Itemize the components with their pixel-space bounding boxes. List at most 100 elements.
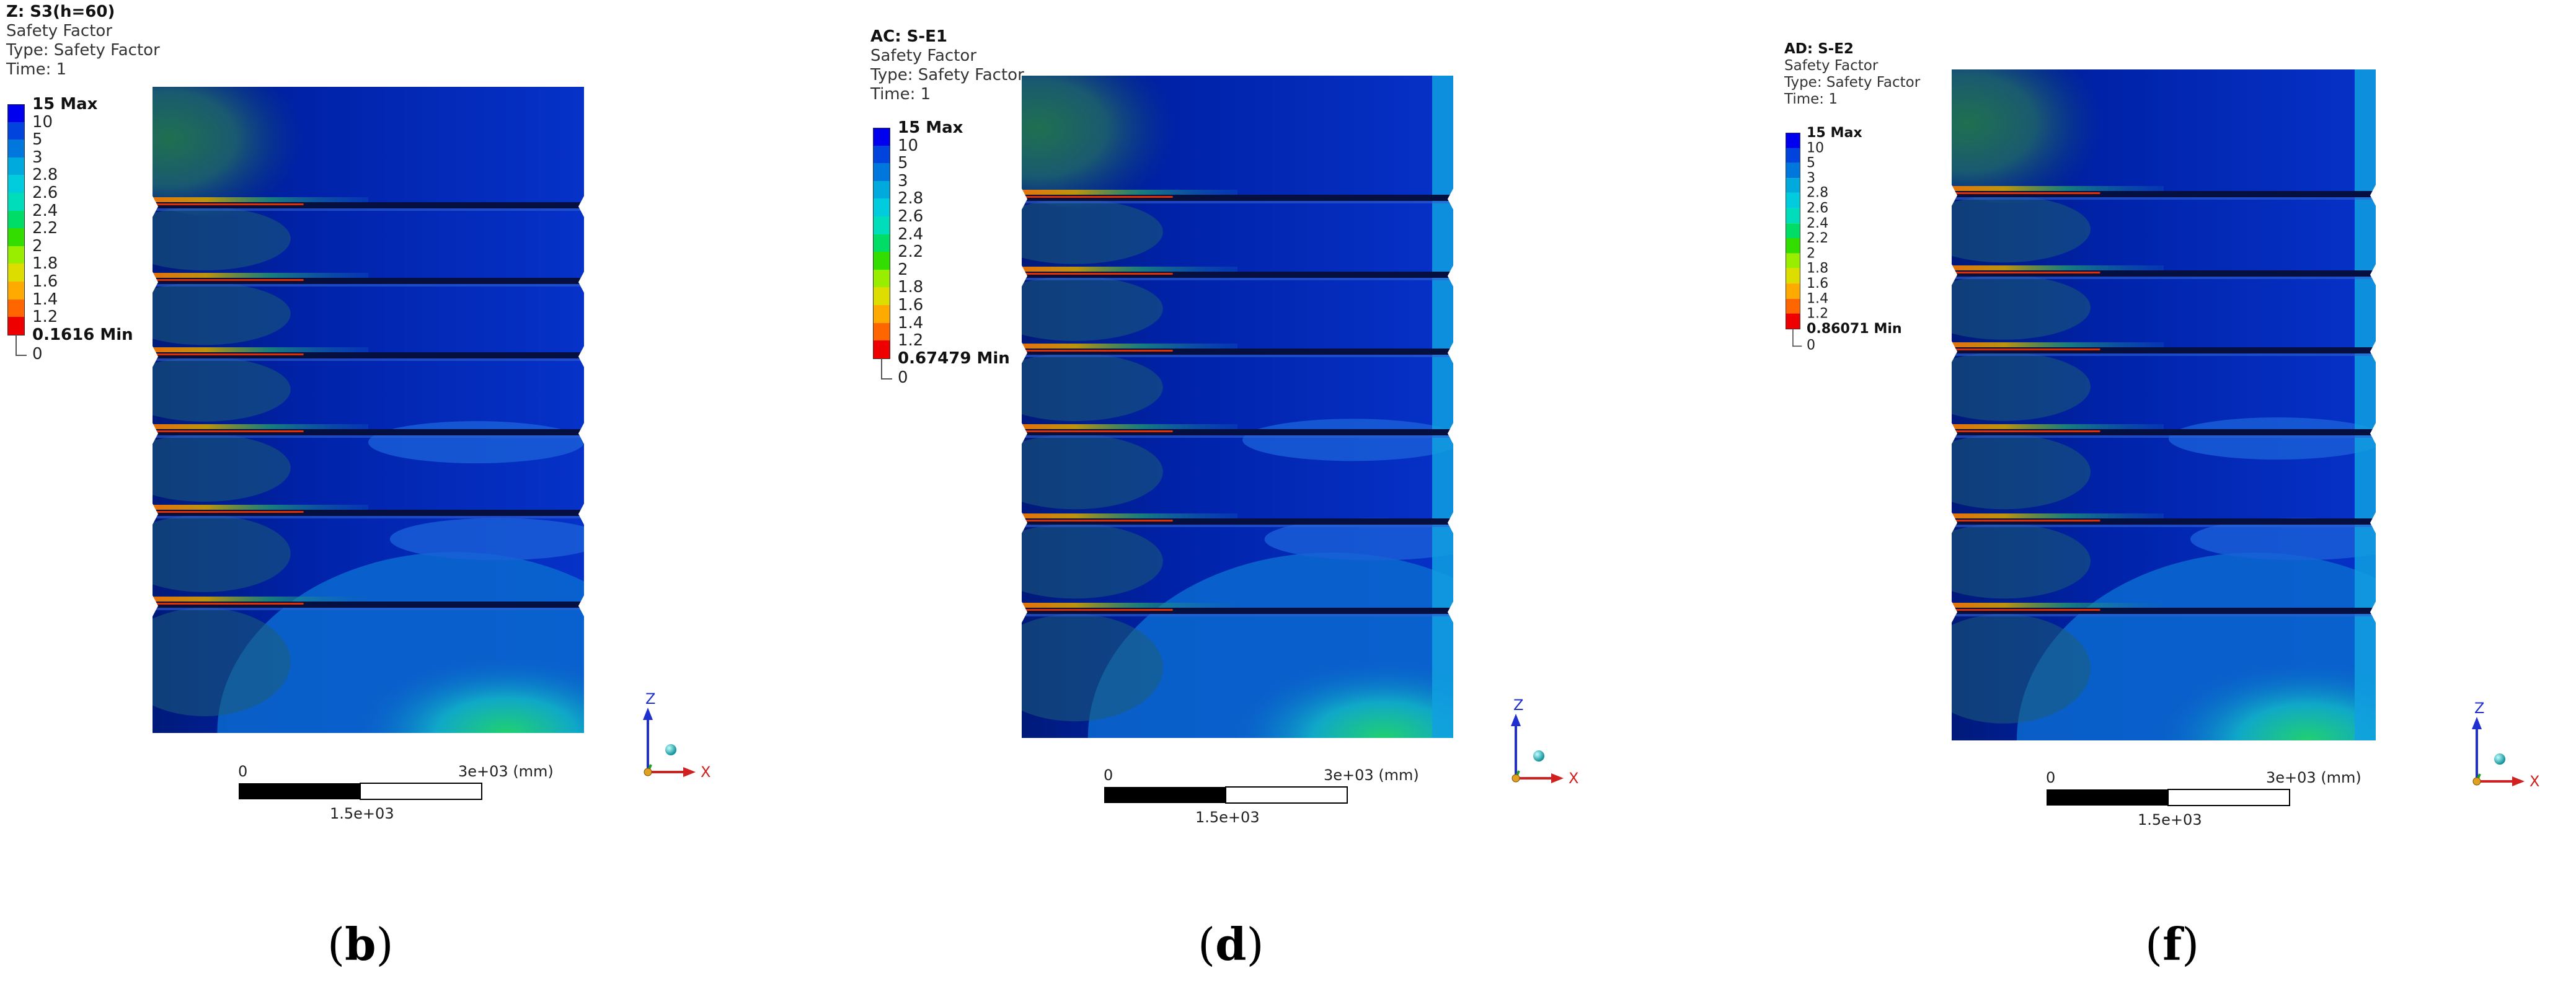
legend-tick-label: 1.6	[32, 272, 58, 291]
scale-label-left: 0	[2046, 769, 2056, 786]
legend-swatch	[7, 246, 25, 264]
result-type: Type: Safety Factor	[6, 41, 160, 60]
result-time: Time: 1	[6, 60, 67, 79]
legend-tick-label: 2.4	[1807, 215, 1829, 231]
contour-plot	[153, 87, 584, 733]
result-time: Time: 1	[1784, 91, 1838, 107]
legend-tick-label: 2.6	[32, 184, 58, 202]
legend-tick-label: 2.4	[898, 224, 924, 244]
figure-caption: (b)	[327, 918, 394, 970]
model-contour	[153, 87, 584, 733]
legend-tick-label: 1.6	[898, 296, 924, 314]
legend-swatch	[7, 228, 25, 246]
legend-zero-label: 0	[898, 368, 908, 387]
legend-max-label: 15 Max	[898, 118, 963, 137]
legend-tick-label: 2	[32, 236, 43, 255]
legend-tick-label: 1.2	[1807, 305, 1829, 322]
legend-zero-label: 0	[32, 344, 43, 363]
legend-max-label: 15 Max	[32, 95, 98, 113]
legend-tick-label: 1.4	[32, 290, 58, 309]
legend-swatch	[1786, 177, 1800, 193]
legend-max-label: 15 Max	[1807, 125, 1862, 141]
legend-tick-label: 1.8	[1807, 260, 1829, 277]
legend-tick-label: 5	[898, 154, 908, 173]
legend-swatch	[873, 128, 890, 146]
result-title: Z: S3(h=60)	[6, 2, 115, 21]
figure-caption: (f)	[2145, 918, 2200, 970]
legend-swatch	[7, 210, 25, 229]
result-type: Type: Safety Factor	[870, 66, 1024, 84]
legend-swatch	[873, 180, 890, 199]
legend-swatch	[873, 340, 890, 359]
panel-f: AD: S-E2 Safety Factor Type: Safety Fact…	[1711, 0, 2576, 986]
legend-swatch	[1786, 223, 1800, 239]
result-name: Safety Factor	[6, 22, 113, 40]
triad-x-label: X	[2530, 773, 2539, 788]
legend-swatch	[7, 282, 25, 300]
scale-label-left: 0	[238, 763, 248, 780]
contour-plot	[1022, 76, 1463, 738]
panel-b: Z: S3(h=60) Safety Factor Type: Safety F…	[0, 0, 856, 986]
legend-swatch	[7, 175, 25, 193]
panel-d: AC: S-E1 Safety Factor Type: Safety Fact…	[856, 0, 1711, 986]
legend-tick-label: 5	[32, 130, 43, 149]
legend-zero-leader	[881, 358, 892, 380]
legend-tick-label: 2	[898, 260, 908, 279]
legend-swatch	[1786, 162, 1800, 178]
legend-tick-label: 2.8	[32, 166, 58, 185]
result-name: Safety Factor	[1784, 58, 1879, 74]
legend-tick-label: 3	[1807, 170, 1816, 186]
legend-swatch	[1786, 283, 1800, 299]
triad-graphic: ZX	[1511, 696, 1578, 787]
scale-label-left: 0	[1104, 766, 1113, 784]
legend-tick-label: 3	[898, 171, 908, 190]
legend-tick-label: 1.6	[1807, 275, 1829, 291]
legend-swatch	[7, 140, 25, 158]
triad-graphic: ZX	[2472, 700, 2539, 790]
legend-tick-label: 2	[1807, 245, 1816, 262]
scale-bar-graphic	[239, 783, 482, 800]
legend-tick-label: 2.2	[898, 242, 924, 262]
contour-plot	[1952, 69, 2386, 740]
result-header: AC: S-E1 Safety Factor Type: Safety Fact…	[870, 27, 1024, 104]
legend-swatch	[1786, 313, 1800, 329]
legend-swatch	[1786, 193, 1800, 208]
legend-tick-label: 1.8	[32, 254, 58, 273]
legend-tick-label: 1.2	[32, 308, 58, 327]
scale-label-right: 3e+03 (mm)	[2266, 769, 2361, 786]
result-title: AD: S-E2	[1784, 41, 1854, 57]
legend-swatch	[7, 122, 25, 140]
legend-swatch	[7, 317, 25, 335]
legend-swatch	[7, 264, 25, 282]
legend-swatch	[873, 287, 890, 305]
legend-tick-label: 10	[32, 112, 53, 131]
legend-swatch	[1786, 133, 1800, 149]
triad-z-label: Z	[645, 690, 655, 708]
caption-letter: d	[1215, 918, 1247, 970]
legend-swatch	[1786, 148, 1800, 163]
legend-tick-label: 1.8	[898, 278, 924, 297]
legend-swatch	[7, 104, 25, 123]
legend-swatch	[873, 269, 890, 288]
legend-tick-label: 2.6	[898, 207, 924, 226]
result-header: Z: S3(h=60) Safety Factor Type: Safety F…	[6, 2, 160, 79]
legend-min-label: 0.1616 Min	[32, 325, 133, 344]
scale-label-mid: 1.5e+03	[2138, 811, 2202, 828]
caption-letter: f	[2162, 918, 2182, 970]
legend-swatch	[873, 163, 890, 181]
triad-x-label: X	[701, 763, 710, 778]
legend-swatch	[7, 193, 25, 211]
legend-swatch	[873, 198, 890, 216]
legend-swatch	[7, 299, 25, 318]
scale-bar-graphic	[1104, 786, 1348, 804]
result-title: AC: S-E1	[870, 27, 948, 46]
legend-tick-label: 2.8	[898, 189, 924, 208]
legend-tick-label: 2.4	[32, 201, 58, 220]
result-time: Time: 1	[870, 85, 931, 104]
legend-tick-label: 10	[1807, 140, 1825, 156]
result-type: Type: Safety Factor	[1784, 74, 1921, 91]
legend-swatch	[873, 234, 890, 252]
scale-label-mid: 1.5e+03	[330, 805, 394, 822]
